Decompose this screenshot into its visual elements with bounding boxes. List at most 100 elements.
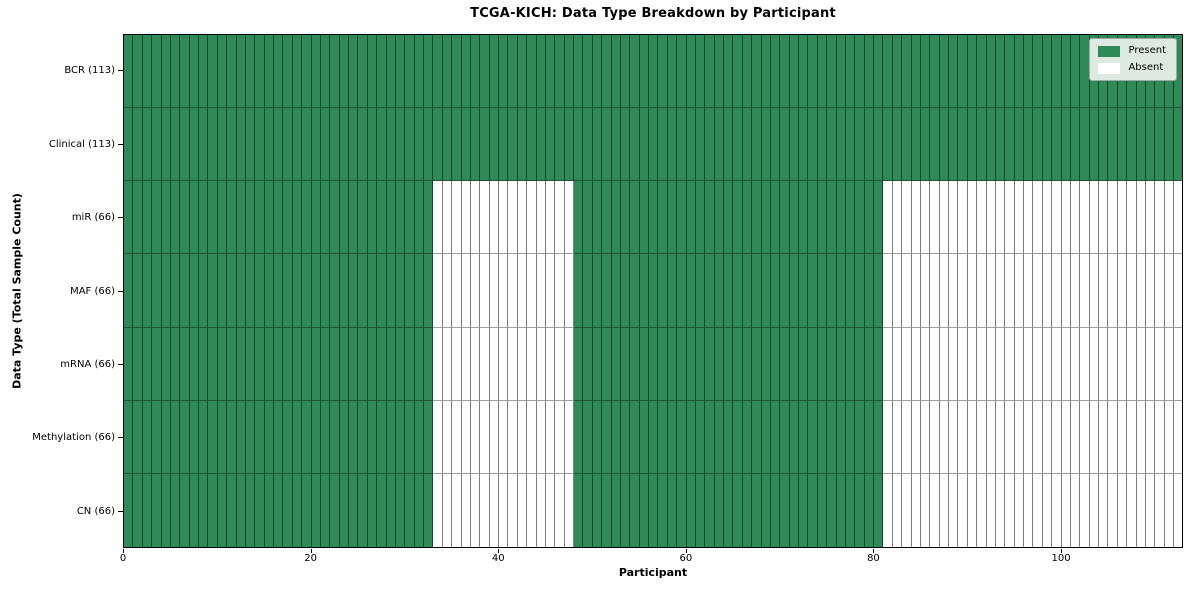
heatmap-cell [986,181,996,255]
heatmap-cell [395,35,406,109]
heatmap-cell [1164,108,1174,182]
heatmap-cell [311,327,321,401]
heatmap-cell [1070,327,1081,401]
heatmap-cell [789,181,799,255]
heatmap-cell [695,35,706,109]
heatmap-cell [217,108,228,182]
heatmap-cell [1042,400,1053,474]
heatmap-cell [508,254,518,328]
legend-swatch-present [1098,45,1121,57]
heatmap-cell [733,473,743,547]
heatmap-cell [245,327,256,401]
heatmap-row [124,35,1183,109]
heatmap-cell [142,400,153,474]
heatmap-cell [649,254,659,328]
heatmap-cell [217,181,228,255]
heatmap-cell [1005,400,1015,474]
heatmap-cell [1024,400,1034,474]
heatmap-cell [227,327,237,401]
x-tick-mark [685,549,687,553]
heatmap-cell [508,327,518,401]
heatmap-cell [555,35,565,109]
heatmap-cell [620,473,631,547]
heatmap-cell [536,254,546,328]
heatmap-cell [1099,400,1109,474]
heatmap-cell [339,400,349,474]
heatmap-cell [920,181,931,255]
heatmap-cell [1174,327,1183,401]
heatmap-cell [855,327,865,401]
heatmap-cell [920,400,931,474]
heatmap-cell [958,327,968,401]
heatmap-cell [414,400,424,474]
heatmap-cell [677,473,687,547]
heatmap-cell [592,473,603,547]
heatmap-cell [217,35,228,109]
heatmap-cell [1024,35,1034,109]
heatmap-cell [499,181,509,255]
heatmap-cell [639,400,649,474]
heatmap-cell [405,181,415,255]
heatmap-cell [695,108,706,182]
heatmap-cell [545,254,556,328]
heatmap-cell [574,327,584,401]
heatmap-cell [611,108,621,182]
heatmap-cell [733,35,743,109]
heatmap-cell [264,473,274,547]
x-tick-label: 100 [1051,553,1071,564]
heatmap-cell [311,108,321,182]
x-tick-label: 0 [119,553,127,564]
heatmap-cell [808,108,818,182]
heatmap-cell [780,181,790,255]
heatmap-cell [274,254,284,328]
heatmap-cell [124,327,134,401]
x-tick-mark [1061,549,1063,553]
heatmap-cell [986,473,996,547]
heatmap-cell [986,35,996,109]
heatmap-cell [1136,473,1146,547]
heatmap-cell [1042,327,1053,401]
heatmap-cell [1099,181,1109,255]
heatmap-cell [855,35,865,109]
heatmap-cell [1108,254,1118,328]
heatmap-cell [574,181,584,255]
heatmap-cell [911,108,921,182]
heatmap-cell [302,35,312,109]
heatmap-cell [424,473,434,547]
x-axis-label: Participant [618,566,688,579]
heatmap-cell [555,254,565,328]
heatmap-cell [686,108,696,182]
heatmap-cell [189,254,199,328]
heatmap-cell [405,35,415,109]
heatmap-cell [133,108,143,182]
heatmap-cell [292,327,303,401]
heatmap-cell [658,181,668,255]
y-tick-mark [118,510,123,512]
heatmap-cell [742,400,753,474]
heatmap-cell [789,327,799,401]
heatmap-cell [1099,327,1109,401]
heatmap-cell [592,400,603,474]
heatmap-cell [874,327,884,401]
heatmap-cell [639,35,649,109]
heatmap-cell [855,400,865,474]
heatmap-cell [1155,254,1165,328]
heatmap-cell [695,181,706,255]
heatmap-cell [836,35,846,109]
heatmap-cell [414,35,424,109]
heatmap-cell [574,254,584,328]
heatmap-row [124,473,1183,547]
heatmap-cell [180,35,190,109]
heatmap-cell [442,254,453,328]
heatmap-cell [705,254,715,328]
heatmap-cell [517,400,528,474]
heatmap-cell [620,181,631,255]
heatmap-cell [883,327,893,401]
heatmap-cell [864,400,874,474]
heatmap-cell [1145,400,1156,474]
y-tick-label: MAF (66) [70,285,115,297]
heatmap-cell [827,108,837,182]
heatmap-cell [358,400,368,474]
heatmap-cell [461,254,471,328]
heatmap-cell [1070,473,1081,547]
